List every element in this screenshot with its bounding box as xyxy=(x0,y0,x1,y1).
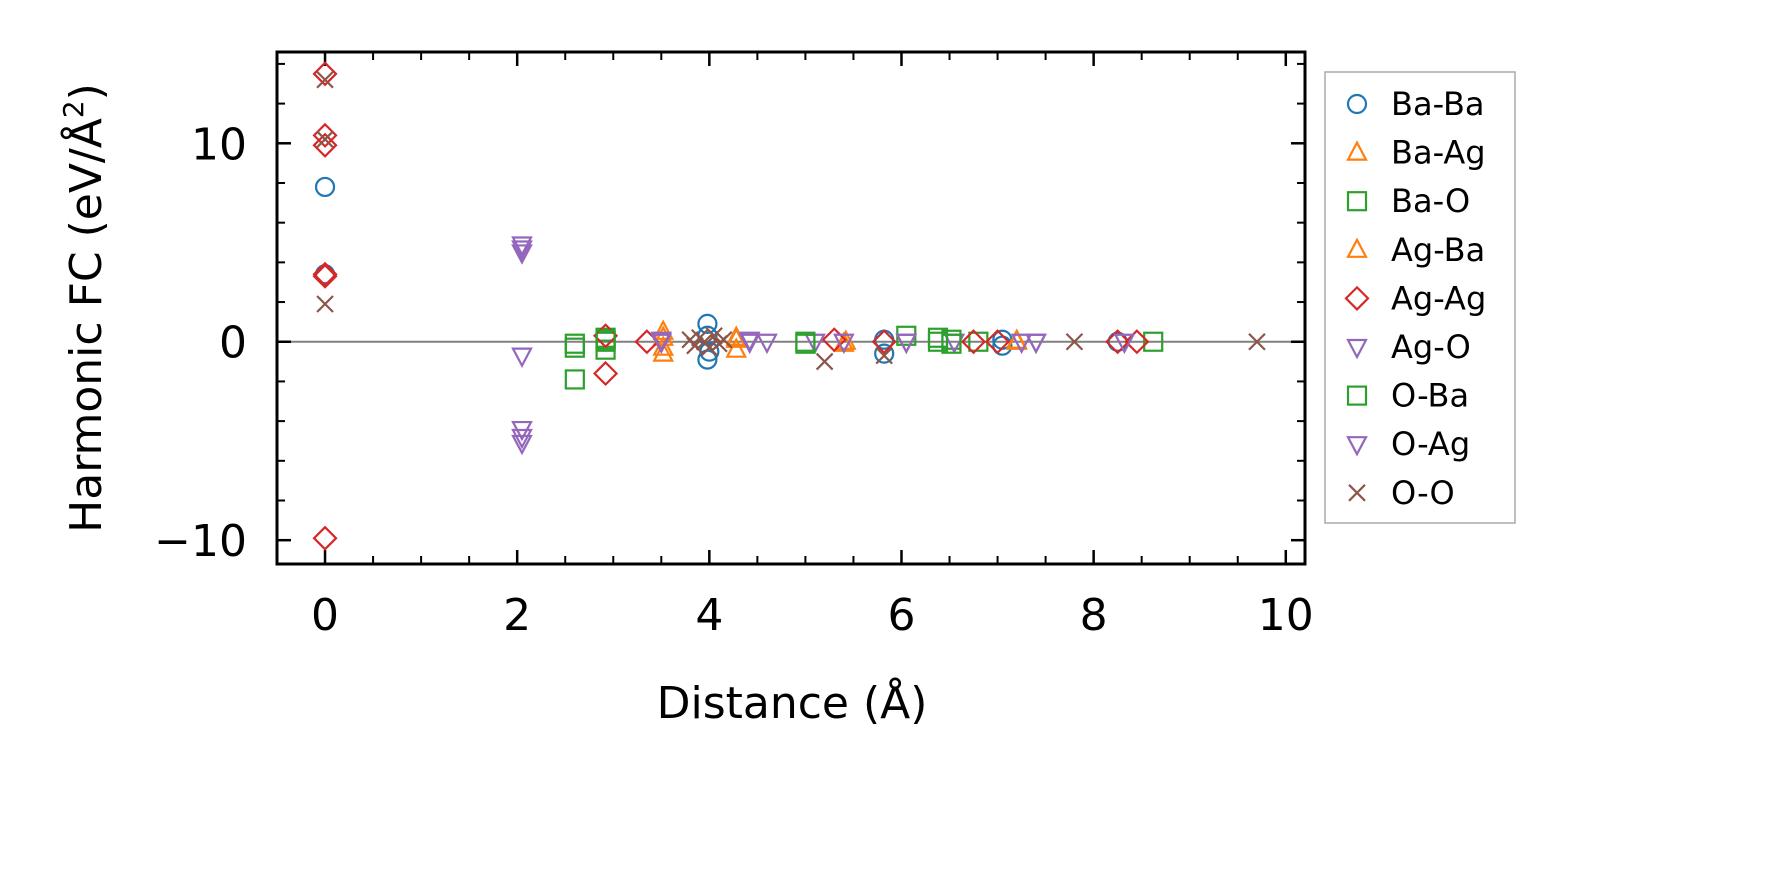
point-o-o xyxy=(700,338,719,357)
legend-label-o-ba: O-Ba xyxy=(1391,377,1469,415)
point-o-o xyxy=(316,71,334,89)
legend-marker-ba-o xyxy=(1346,191,1368,212)
point-o-o xyxy=(714,330,733,349)
x-axis-title: Distance (Å) xyxy=(657,676,928,729)
y-tick-label: 10 xyxy=(191,119,247,170)
point-ag-ag xyxy=(312,261,338,287)
x-tick-label: 2 xyxy=(503,590,531,641)
x-tick-label: 6 xyxy=(887,590,915,641)
point-ag-o xyxy=(833,333,855,355)
point-ag-o xyxy=(511,347,533,368)
plot-area xyxy=(277,52,1305,564)
point-o-ag xyxy=(650,333,673,355)
point-ag-ag xyxy=(821,327,847,353)
legend-label-ag-ag: Ag-Ag xyxy=(1391,279,1486,317)
point-o-ag xyxy=(511,240,533,261)
point-o-o xyxy=(316,130,334,149)
point-o-o xyxy=(815,352,834,371)
point-ag-ba xyxy=(725,327,748,348)
point-o-ba xyxy=(595,329,616,350)
legend-marker-ba-ba xyxy=(1346,93,1368,115)
point-ag-ag xyxy=(312,525,338,551)
x-tick-label: 4 xyxy=(695,590,723,641)
point-ag-ag xyxy=(960,329,987,355)
legend-marker-o-o xyxy=(1348,484,1366,502)
point-ag-o xyxy=(511,244,533,265)
point-ag-ag xyxy=(1105,329,1131,355)
point-ba-o xyxy=(564,369,585,390)
point-ag-o xyxy=(1113,333,1136,355)
point-ba-ba xyxy=(314,176,336,198)
point-o-ag xyxy=(1025,333,1047,355)
point-ag-o xyxy=(756,333,778,355)
point-ba-o xyxy=(564,337,585,358)
point-ag-ba xyxy=(1005,328,1028,349)
y-tick-label: 0 xyxy=(219,318,247,369)
y-axis-title-sup: 2 xyxy=(57,100,90,118)
legend-label-ba-ba: Ba-Ba xyxy=(1391,85,1485,123)
point-ag-ag xyxy=(312,132,338,158)
y-axis-title: Harmonic FC (eV/Å2) xyxy=(57,83,112,533)
point-o-ba xyxy=(927,331,949,352)
point-ag-o xyxy=(511,434,533,456)
legend-label-ba-ag: Ba-Ag xyxy=(1391,134,1486,172)
point-ba-ba xyxy=(697,313,718,334)
point-o-o xyxy=(686,336,704,355)
point-o-ag xyxy=(738,333,761,355)
point-ba-ag xyxy=(725,337,748,358)
legend-label-ag-o: Ag-O xyxy=(1391,328,1471,366)
point-ba-ba xyxy=(874,343,895,364)
point-o-o xyxy=(875,346,893,365)
point-o-ba xyxy=(941,333,962,354)
point-o-ba xyxy=(795,333,816,354)
legend-label-o-o: O-O xyxy=(1391,474,1455,512)
point-ba-o xyxy=(1143,331,1164,352)
legend-marker-ag-ag xyxy=(1344,285,1370,311)
x-tick-label: 8 xyxy=(1080,590,1108,641)
point-ag-o xyxy=(1010,333,1033,355)
legend-box xyxy=(1324,71,1516,524)
legend-label-ba-o: Ba-O xyxy=(1391,182,1470,220)
x-tick-label: 10 xyxy=(1258,590,1314,641)
plot-frame xyxy=(275,50,1307,566)
point-o-ag xyxy=(895,333,918,355)
point-ag-ag xyxy=(312,61,338,87)
point-ag-ag xyxy=(312,263,338,289)
point-o-o xyxy=(705,327,723,345)
legend-marker-ag-o xyxy=(1346,338,1368,360)
legend-marker-o-ba xyxy=(1346,385,1368,406)
legend-marker-o-ag xyxy=(1346,436,1368,457)
point-o-o xyxy=(1248,332,1266,351)
legend-label-o-ag: O-Ag xyxy=(1391,425,1470,463)
y-tick-label: −10 xyxy=(154,516,247,567)
x-tick-label: 0 xyxy=(311,590,339,641)
point-ba-ag xyxy=(652,341,675,362)
y-axis-title-main: Harmonic FC (eV/Å xyxy=(59,118,112,533)
legend-marker-ag-ba xyxy=(1346,237,1368,258)
y-axis-title-end: ) xyxy=(61,83,112,100)
point-ag-o xyxy=(511,428,533,450)
legend-label-ag-ba: Ag-Ba xyxy=(1391,231,1485,269)
point-o-o xyxy=(1065,332,1084,351)
legend-marker-ba-ag xyxy=(1346,140,1368,161)
point-ag-ag xyxy=(593,360,619,387)
point-ag-ag xyxy=(593,323,619,349)
point-ag-ag xyxy=(1124,329,1150,355)
point-o-o xyxy=(316,295,334,313)
point-ag-ag xyxy=(871,329,897,355)
point-ag-ag xyxy=(985,329,1011,355)
